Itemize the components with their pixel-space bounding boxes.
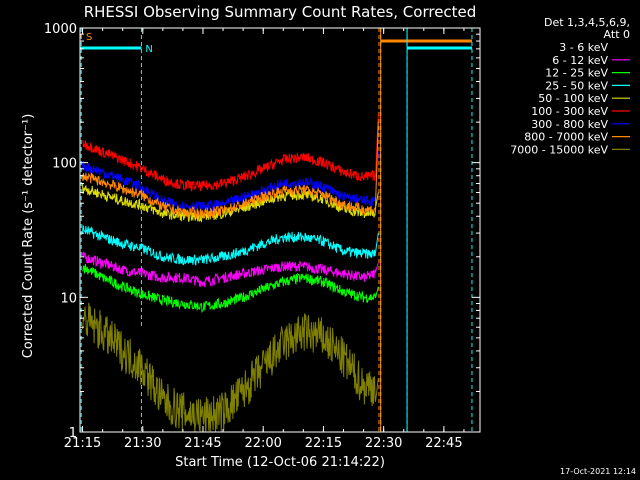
y-tick-label: 1 — [69, 426, 77, 441]
y-tick-label: 10 — [60, 291, 77, 306]
flag-label: N — [145, 44, 152, 55]
legend-label: 12 - 25 keV — [545, 67, 608, 80]
y-axis-label: Corrected Count Rate (s⁻¹ detector⁻¹) — [21, 114, 36, 359]
x-tick-label: 22:30 — [365, 436, 402, 451]
legend-label: 3 - 6 keV — [559, 41, 608, 54]
legend-label: 7000 - 15000 keV — [510, 143, 608, 156]
chart-title: RHESSI Observing Summary Count Rates, Co… — [84, 3, 477, 21]
flag-bars: SN — [80, 28, 472, 432]
legend-label: 50 - 100 keV — [538, 92, 608, 105]
x-tick-label: 22:15 — [305, 436, 342, 451]
plot-background — [80, 28, 480, 432]
series-line — [82, 302, 379, 433]
series-line — [82, 264, 379, 314]
series-line — [82, 151, 379, 213]
series-line — [82, 251, 379, 289]
series-line — [82, 122, 379, 220]
detectors-label: Det 1,3,4,5,6,9, — [544, 16, 630, 29]
plot-area — [80, 28, 480, 432]
series-layer — [82, 113, 379, 433]
plot-frame — [79, 27, 481, 433]
legend-label: 300 - 800 keV — [531, 118, 608, 131]
x-tick-label: 21:15 — [64, 436, 101, 451]
legend-label: 6 - 12 keV — [552, 54, 608, 67]
series-line — [82, 224, 379, 267]
series-line — [82, 113, 379, 192]
legend-label: 25 - 50 keV — [545, 79, 608, 92]
x-tick-label: 22:00 — [244, 436, 281, 451]
x-tick-label: 21:45 — [184, 436, 221, 451]
y-tick-label: 1000 — [44, 22, 77, 37]
legend-label: 100 - 300 keV — [531, 105, 608, 118]
y-tick-label: 100 — [52, 157, 77, 172]
x-axis-label: Start Time (12-Oct-06 21:14:22) — [175, 455, 385, 470]
attenuator-label: Att 0 — [604, 28, 630, 41]
x-tick-label: 22:45 — [425, 436, 462, 451]
legend-label: 800 - 7000 keV — [524, 131, 608, 144]
footer-date: 17-Oct-2021 12:14 — [560, 467, 636, 476]
flag-label: S — [86, 32, 92, 43]
x-tick-label: 21:30 — [124, 436, 161, 451]
axes: 21:15 21:30 21:45 22:00 22:15 22:30 22:45 1 10 10… — [44, 22, 481, 451]
